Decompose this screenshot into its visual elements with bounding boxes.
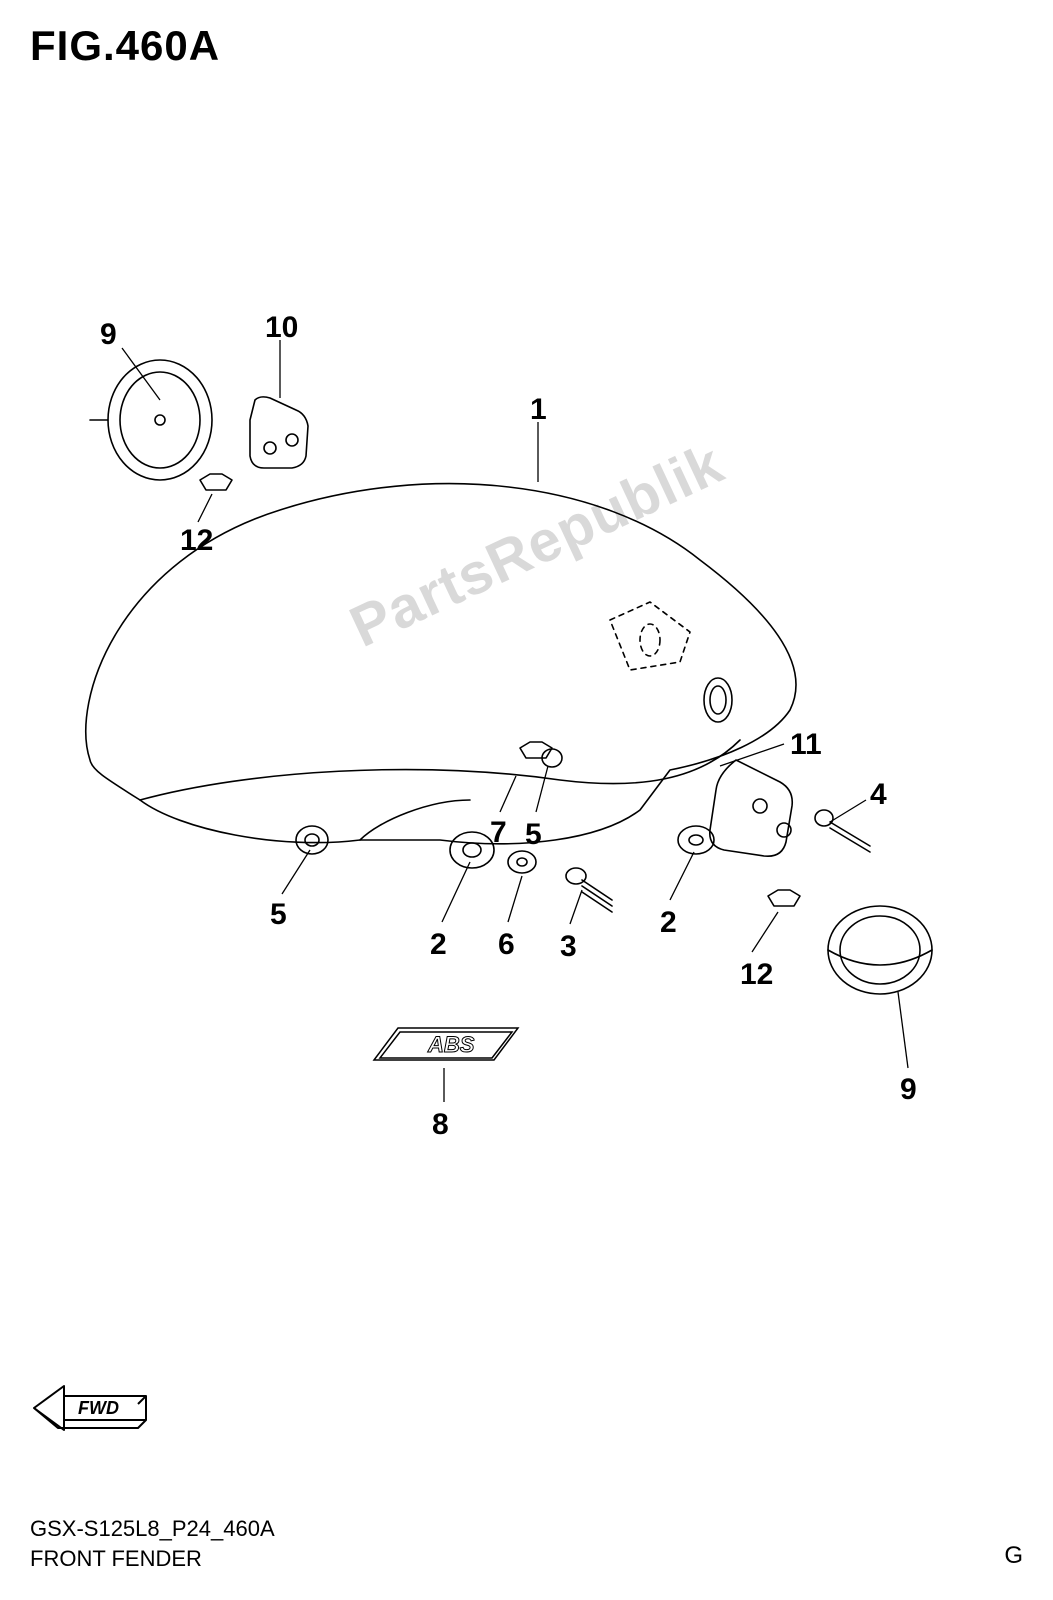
callout-1: 1 [530,395,547,425]
callout-8: 8 [432,1110,449,1140]
callout-7: 7 [490,818,507,848]
abs-emblem: ABS [370,1020,520,1070]
callout-4: 4 [870,780,887,810]
callout-9: 9 [100,320,117,350]
figure-part-name: FRONT FENDER [30,1548,202,1570]
callout-9: 9 [900,1075,917,1105]
corner-letter: G [1004,1542,1023,1570]
callout-3: 3 [560,932,577,962]
callout-11: 11 [790,730,822,760]
callout-6: 6 [498,930,515,960]
callout-2: 2 [660,908,677,938]
abs-text: ABS [427,1032,475,1057]
fwd-arrow-icon: FWD [30,1380,150,1436]
callout-5: 5 [525,820,542,850]
fwd-text: FWD [78,1398,119,1418]
callout-12: 12 [740,960,773,990]
callout-10: 10 [265,313,298,343]
callout-12: 12 [180,526,213,556]
callout-2: 2 [430,930,447,960]
parts-diagram [0,0,1053,1600]
callout-5: 5 [270,900,287,930]
figure-code: GSX-S125L8_P24_460A [30,1518,275,1540]
